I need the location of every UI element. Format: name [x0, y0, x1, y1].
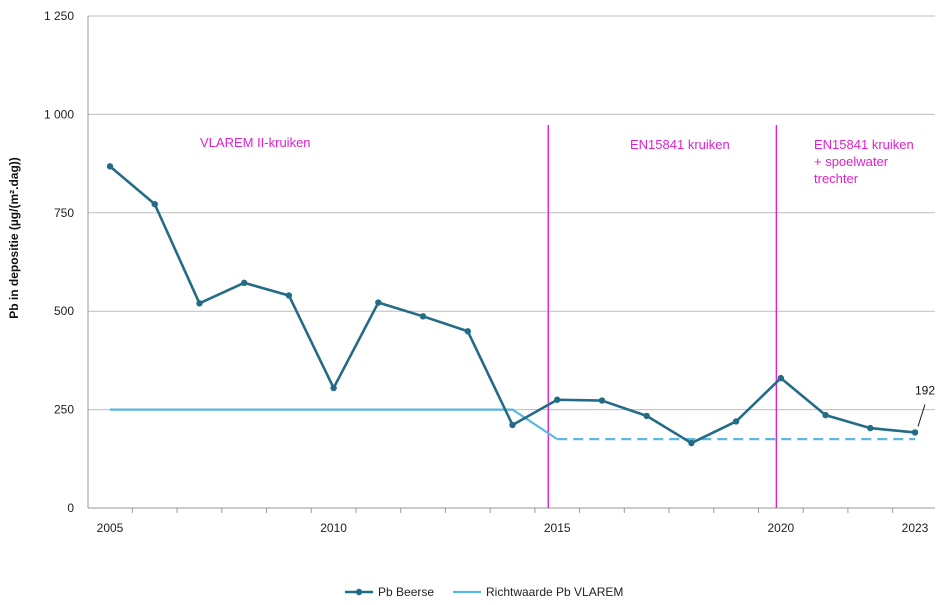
- x-tick-label: 2005: [97, 521, 124, 535]
- series-line: [109, 165, 916, 445]
- y-tick-label: 750: [54, 206, 74, 220]
- data-point: [285, 292, 293, 299]
- period-annotation: VLAREM II-kruiken: [200, 135, 311, 150]
- x-tick-labels: 2005 2010 2015 2020 2023: [97, 521, 929, 535]
- data-point: [375, 299, 382, 306]
- data-point: [822, 411, 829, 419]
- data-point: [419, 313, 427, 320]
- data-point: [330, 384, 337, 392]
- data-point: [196, 300, 203, 307]
- data-point: [643, 412, 650, 420]
- axes: [87, 16, 935, 513]
- data-point: [867, 424, 874, 432]
- series-richtwaarde: [110, 408, 915, 441]
- period-annotations: VLAREM II-kruiken EN15841 kruiken EN15841 …: [200, 135, 914, 186]
- y-tick-label: 1 000: [44, 107, 74, 121]
- data-labels: 192: [915, 383, 935, 427]
- period-separators: [547, 125, 778, 508]
- data-point: [509, 421, 516, 429]
- gridlines: [88, 15, 935, 411]
- reference-line-solid: [110, 408, 558, 441]
- data-point: [598, 397, 606, 404]
- data-label-leader: [917, 404, 926, 427]
- y-tick-label: 250: [54, 403, 74, 417]
- data-point: [151, 200, 158, 208]
- y-tick-label: 0: [67, 501, 74, 515]
- x-tick-label: 2023: [902, 521, 929, 535]
- legend-label-richtwaarde: Richtwaarde Pb VLAREM: [486, 585, 623, 599]
- data-point: [688, 439, 695, 447]
- data-label: 192: [915, 383, 935, 397]
- data-point: [464, 328, 471, 335]
- period-annotation: EN15841 kruiken: [814, 137, 914, 152]
- period-annotation: EN15841 kruiken: [630, 137, 730, 152]
- legend: Pb Beerse Richtwaarde Pb VLAREM: [345, 585, 623, 599]
- data-point: [777, 374, 785, 382]
- data-point: [911, 429, 919, 436]
- data-point: [732, 418, 740, 425]
- period-annotation: trechter: [814, 171, 859, 186]
- x-tick-label: 2020: [767, 521, 794, 535]
- x-tick-label: 2015: [544, 521, 571, 535]
- x-tick-label: 2010: [320, 521, 347, 535]
- data-point: [554, 396, 561, 403]
- legend-marker-pb-beerse: [355, 588, 363, 596]
- y-tick-label: 1 250: [44, 9, 74, 23]
- period-annotation: + spoelwater: [814, 154, 889, 169]
- y-tick-label: 500: [54, 304, 74, 318]
- series-pb-beerse: [106, 163, 919, 447]
- y-tick-labels: 0 250 500 750 1 000 1 250: [44, 9, 74, 515]
- y-axis-label: Pb in depositie (µg/(m².dag)): [7, 157, 21, 319]
- legend-label-pb-beerse: Pb Beerse: [378, 585, 434, 599]
- data-point: [106, 163, 114, 170]
- data-point: [240, 279, 248, 287]
